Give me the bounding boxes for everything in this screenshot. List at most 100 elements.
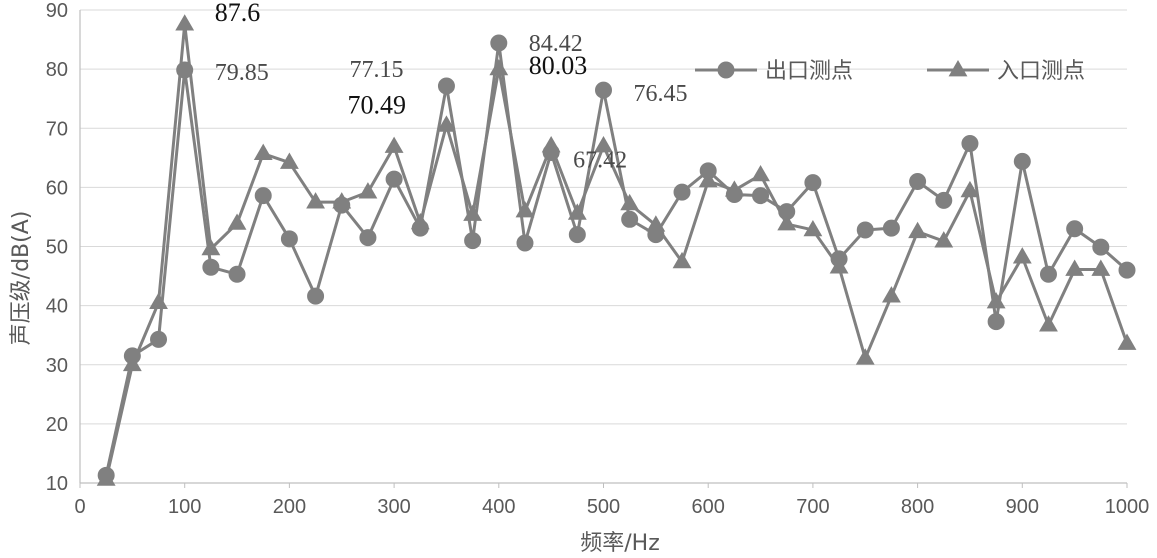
triangle-marker [948, 59, 968, 77]
triangle-marker [149, 292, 168, 310]
triangle-marker [279, 152, 299, 169]
circle-marker [595, 81, 612, 99]
circle-marker [647, 226, 665, 244]
triangle-marker [175, 14, 195, 31]
circle-marker [97, 466, 115, 484]
circle-marker [411, 219, 429, 237]
data-label: 84.42 [529, 31, 583, 57]
triangle-marker [960, 180, 980, 198]
y-tick-label: 20 [46, 414, 68, 436]
x-axis-title: 频率/Hz [580, 531, 660, 556]
triangle-marker [672, 251, 692, 269]
data-label: 67.42 [573, 148, 627, 174]
triangle-marker [882, 286, 901, 303]
y-tick-label: 90 [46, 0, 68, 22]
triangle-marker [1117, 333, 1137, 350]
series-circle [97, 34, 1136, 484]
gridlines [80, 9, 1127, 484]
x-tick-label: 400 [482, 496, 515, 518]
y-tick-label: 10 [46, 473, 68, 495]
circle-marker [150, 330, 168, 348]
circle-marker [673, 183, 691, 201]
legend-label: 入口测点 [997, 59, 1085, 84]
triangle-marker [1091, 259, 1111, 276]
y-axis-title: 声压级/dB(A) [9, 211, 34, 346]
triangle-marker [1039, 315, 1058, 332]
y-tick-label: 40 [46, 296, 68, 318]
circle-marker [359, 229, 377, 247]
circle-marker [856, 221, 874, 239]
x-tick-label: 600 [692, 496, 725, 518]
x-tick-label: 500 [587, 496, 620, 518]
x-tick-label: 900 [1006, 496, 1039, 518]
triangle-marker [1012, 247, 1032, 264]
circle-marker [935, 191, 953, 209]
triangle-marker [384, 136, 404, 153]
data-label: 80.03 [529, 51, 588, 80]
x-tick-label: 0 [74, 496, 85, 518]
circle-marker [778, 203, 796, 221]
y-tick-label: 30 [46, 355, 68, 377]
x-tick-label: 700 [796, 496, 829, 518]
triangle-marker [986, 292, 1006, 309]
legend-item-circle: 出口测点 [695, 59, 853, 84]
circle-marker [333, 196, 351, 214]
triangle-marker [253, 143, 273, 161]
x-tick-label: 300 [377, 496, 410, 518]
circle-marker [254, 187, 272, 205]
triangle-marker [227, 213, 247, 230]
circle-marker [987, 313, 1005, 331]
x-tick-label: 200 [273, 496, 306, 518]
series-line [104, 41, 1128, 476]
data-label: 79.85 [215, 60, 269, 86]
triangle-marker [358, 182, 378, 199]
legend: 出口测点 入口测点 [695, 59, 1085, 84]
series-line [104, 22, 1129, 480]
circle-marker [228, 265, 246, 283]
circle-marker [1039, 265, 1057, 283]
circle-marker [830, 250, 848, 268]
circle-marker [909, 172, 927, 190]
triangle-marker [201, 238, 221, 256]
triangle-marker [803, 219, 823, 237]
series-lines [96, 14, 1137, 486]
x-tick-label: 1000 [1105, 496, 1150, 518]
circle-marker [1013, 152, 1031, 170]
circle-marker [280, 230, 298, 248]
circle-marker [568, 226, 586, 244]
circle-marker [1118, 261, 1136, 279]
legend-item-triangle: 入口测点 [927, 59, 1085, 84]
triangle-marker [908, 221, 928, 239]
circle-marker [804, 174, 822, 192]
data-label: 87.6 [215, 0, 261, 27]
triangle-marker [855, 348, 875, 365]
triangle-marker [437, 115, 456, 132]
triangle-marker [594, 135, 613, 153]
triangle-marker [934, 231, 954, 248]
y-tick-label: 80 [46, 59, 68, 81]
circle-marker [516, 234, 534, 252]
y-tick-label: 70 [46, 118, 68, 140]
circle-marker [699, 162, 717, 180]
circle-marker [1066, 220, 1084, 238]
circle-marker [490, 34, 508, 52]
triangle-marker [1065, 259, 1085, 276]
circle-marker [752, 187, 770, 205]
circle-marker [717, 61, 735, 79]
circle-marker [437, 77, 455, 95]
data-label: 70.49 [347, 90, 406, 119]
x-tick-label: 800 [901, 496, 934, 518]
data-label: 77.15 [349, 57, 403, 83]
triangle-marker [306, 192, 325, 209]
y-tick-label: 50 [46, 237, 68, 259]
data-label: 76.45 [634, 81, 688, 107]
triangle-marker [751, 164, 770, 182]
circle-marker [123, 347, 141, 365]
triangle-marker [777, 214, 797, 231]
x-tick-label: 100 [168, 496, 201, 518]
circle-marker [621, 210, 639, 228]
y-tick-label: 60 [46, 177, 68, 199]
